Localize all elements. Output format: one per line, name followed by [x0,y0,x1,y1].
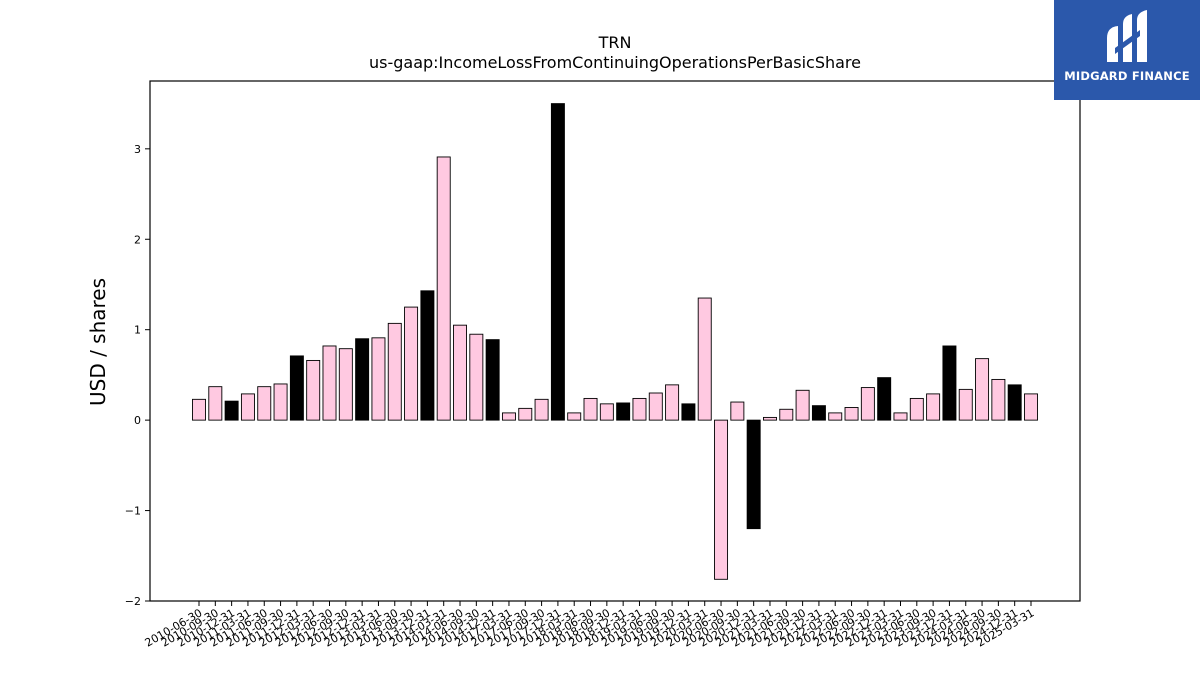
bar-2014-09-30 [469,333,484,421]
bar-2025-03-31 [1024,393,1038,421]
bar-2017-03-31 [501,412,516,421]
bar-2018-12-31 [616,402,631,421]
bar-2022-12-31 [877,377,892,421]
bar-2010-12-31 [224,400,239,421]
midgard-m-icon [1107,10,1147,62]
bars-layer [192,103,1038,580]
bar-2023-03-31 [893,412,908,421]
bar-2024-12-31 [1007,384,1022,421]
bar-2021-12-31 [811,405,826,421]
bar-2022-03-31 [828,412,843,421]
x-axis-ticks: 2010-06-302010-09-302010-12-312011-03-31… [143,601,1037,650]
bar-2018-03-31 [567,412,582,421]
bar-2011-09-30 [273,383,288,421]
y-tick-label: 1 [134,324,141,337]
midgard-finance-logo: MIDGARD FINANCE [1054,0,1200,100]
bar-2013-03-31 [371,337,386,421]
bar-2014-12-31 [485,339,500,421]
logo-text: MIDGARD FINANCE [1064,69,1190,83]
bar-2020-06-30 [714,419,729,580]
bar-2017-06-30 [518,407,533,421]
chart-title: TRN [598,33,632,52]
bar-2018-09-30 [599,403,614,421]
bar-2012-12-31 [355,338,370,421]
bar-2019-03-31 [632,397,647,421]
y-tick-label: 2 [134,233,141,246]
chart-subtitle: us-gaap:IncomeLossFromContinuingOperatio… [369,53,861,72]
bar-2010-09-30 [208,386,223,421]
bar-2010-06-30 [192,398,206,421]
bar-2011-12-31 [289,355,304,421]
bar-2020-09-30 [730,401,745,421]
bar-2021-03-31 [763,416,777,421]
y-tick-label: 0 [134,414,141,427]
y-axis-ticks: −2 −1 0 1 2 3 [125,143,150,608]
bar-2022-09-30 [860,387,875,421]
bar-2022-06-30 [844,407,859,421]
bar-2017-09-30 [534,398,549,421]
bar-2023-12-31 [942,345,957,421]
bar-2024-09-30 [991,378,1006,421]
plot-frame [149,80,1081,602]
bar-2019-06-30 [648,392,663,421]
bar-2012-03-31 [306,359,321,421]
bar-2024-06-30 [975,358,990,421]
bar-2021-06-30 [779,408,794,421]
bar-2013-06-30 [387,322,402,421]
bar-2023-09-30 [926,393,941,421]
bar-2014-03-31 [436,156,451,421]
y-tick-label: −1 [125,505,141,518]
bar-2023-06-30 [909,397,924,421]
bar-2024-03-31 [958,388,973,421]
bar-2021-09-30 [795,389,810,421]
y-tick-label: −2 [125,595,141,608]
bar-2011-03-31 [240,393,255,421]
bar-2018-06-30 [583,397,598,421]
bar-2012-09-30 [338,348,353,421]
y-tick-label: 3 [134,143,141,156]
bar-2020-03-31 [697,297,712,421]
bar-2011-06-30 [257,386,272,421]
bar-2017-12-31 [550,103,565,421]
bar-2013-12-31 [420,290,435,421]
y-axis-label: USD / shares [86,278,110,406]
bar-2020-12-31 [746,419,761,530]
bar-2012-06-30 [322,345,337,421]
bar-2013-09-30 [404,306,419,421]
bar-2019-12-31 [681,403,696,421]
bar-2019-09-30 [665,384,680,421]
bar-2014-06-30 [453,324,467,421]
